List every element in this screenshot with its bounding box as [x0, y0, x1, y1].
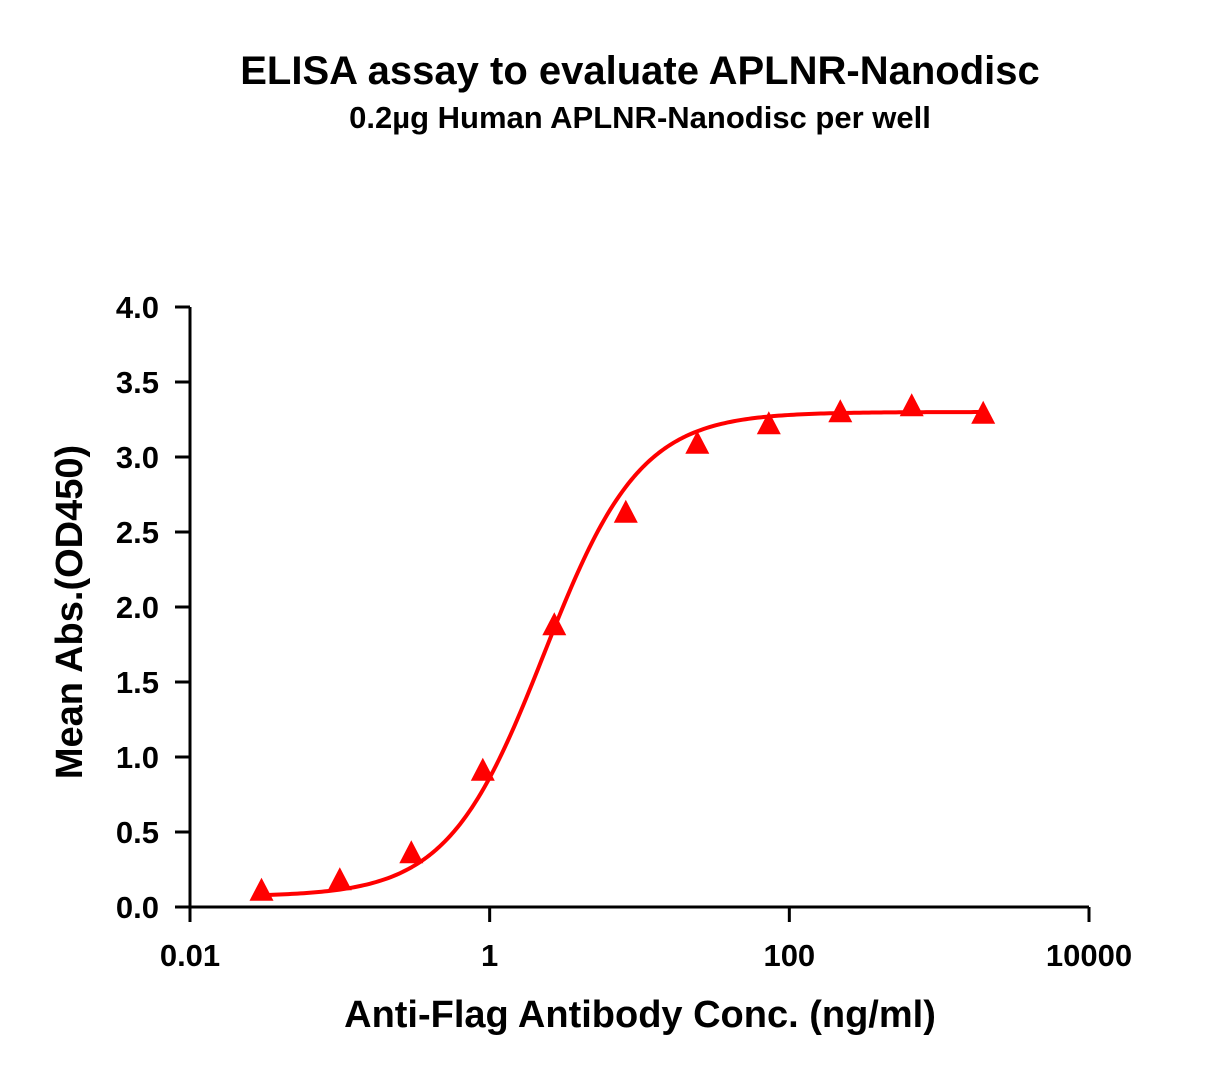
x-tick-label: 100 — [763, 938, 815, 973]
plot-area: 0.0 0.5 1.0 1.5 2.0 2.5 3.0 3.5 4.0 0.01 1 100 10000 — [116, 290, 1132, 973]
data-point-triangle — [542, 612, 567, 636]
x-tick-label: 10000 — [1046, 938, 1132, 973]
data-point-triangle — [399, 840, 424, 864]
y-tick-label: 3.0 — [116, 440, 159, 475]
fit-curve — [261, 410, 984, 898]
data-point-triangle — [899, 393, 924, 417]
data-point-triangle — [249, 877, 274, 901]
y-tick-label: 0.0 — [116, 890, 159, 925]
chart-title: ELISA assay to evaluate APLNR-Nanodisc — [240, 49, 1040, 93]
chart-subtitle: 0.2µg Human APLNR-Nanodisc per well — [349, 100, 931, 135]
y-tick-label: 0.5 — [116, 815, 159, 850]
data-point-triangle — [971, 400, 996, 424]
data-point-triangle — [756, 411, 781, 435]
y-tick-label: 3.5 — [116, 365, 159, 400]
data-point-triangle — [685, 430, 710, 454]
y-tick-label: 1.0 — [116, 740, 159, 775]
y-tick-label: 2.5 — [116, 515, 159, 550]
x-axis-label: Anti-Flag Antibody Conc. (ng/ml) — [344, 994, 936, 1036]
y-axis-label: Mean Abs.(OD450) — [49, 445, 91, 779]
data-point-triangle — [327, 867, 352, 891]
x-tick-label: 1 — [481, 938, 498, 973]
y-tick-label: 4.0 — [116, 290, 159, 325]
data-point-triangle — [613, 499, 638, 523]
y-tick-label: 2.0 — [116, 590, 159, 625]
data-point-triangle — [828, 399, 853, 423]
x-tick-label: 0.01 — [160, 938, 220, 973]
data-point-triangle — [470, 757, 495, 781]
y-tick-label: 1.5 — [116, 665, 159, 700]
